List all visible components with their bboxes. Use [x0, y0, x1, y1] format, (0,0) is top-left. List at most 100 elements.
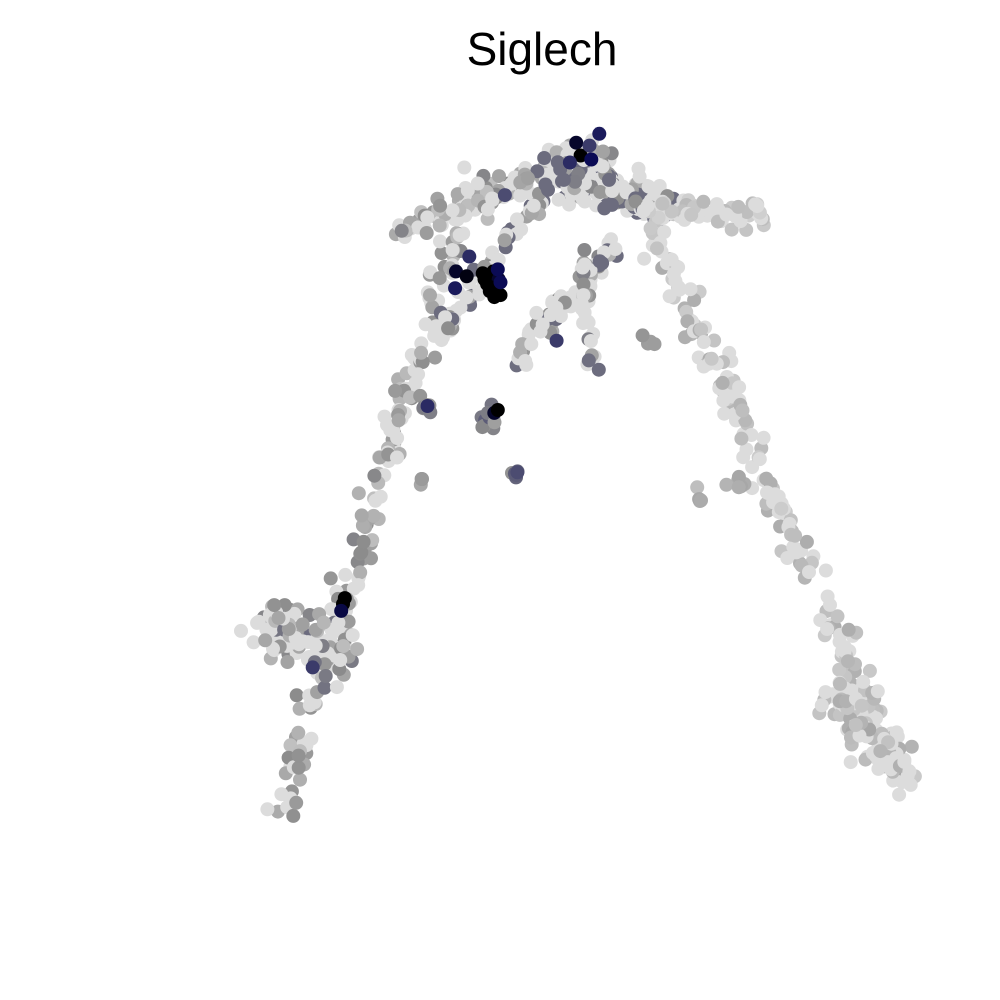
scatter-point [441, 321, 456, 336]
scatter-point [696, 194, 711, 209]
scatter-point [367, 468, 382, 483]
scatter-point [680, 314, 695, 329]
high-expression-point [490, 403, 505, 417]
scatter-point [295, 617, 310, 632]
scatter-point [802, 565, 816, 580]
scatter-point [789, 545, 804, 560]
scatter-point [662, 289, 677, 304]
scatter-point [291, 725, 306, 740]
scatter-point [414, 472, 429, 486]
scatter-point [434, 246, 449, 261]
scatter-point [336, 639, 351, 654]
scatter-point [862, 663, 877, 678]
scatter-point [354, 508, 369, 523]
scatter-points [234, 126, 922, 823]
scatter-point [628, 194, 643, 209]
scatter-point [445, 203, 460, 218]
scatter-point [820, 622, 835, 636]
scatter-point [338, 567, 353, 582]
scatter-point [870, 684, 885, 699]
scatter-point [871, 761, 886, 776]
scatter-point [317, 680, 332, 695]
scatter-point [636, 203, 651, 218]
scatter-point [591, 362, 606, 377]
high-expression-point [459, 269, 474, 284]
high-expression-point [487, 290, 502, 305]
scatter-point [519, 357, 534, 372]
scatter-point [475, 420, 490, 435]
scatter-point [902, 764, 917, 779]
scatter-point [736, 450, 751, 465]
scatter-point [856, 674, 871, 689]
high-expression-point [448, 281, 463, 296]
scatter-point [694, 322, 709, 337]
scatter-point [281, 622, 296, 636]
scatter-point [289, 795, 304, 810]
scatter-point [333, 653, 348, 667]
scatter-point [577, 194, 592, 209]
scatter-point [635, 328, 650, 343]
scatter-point [873, 744, 888, 759]
scatter-point [602, 172, 616, 187]
scatter-point [260, 802, 275, 817]
scatter-point [497, 233, 512, 248]
scatter-point [258, 633, 273, 648]
scatter-point [814, 698, 829, 713]
scatter-point [432, 271, 447, 286]
scatter-point [246, 635, 261, 650]
scatter-point [318, 669, 333, 683]
scatter-point [524, 337, 539, 352]
scatter-point [472, 287, 487, 302]
scatter-point [717, 406, 732, 421]
scatter-point [799, 534, 814, 549]
high-expression-point [592, 126, 607, 141]
scatter-point [657, 225, 672, 239]
high-expression-point [510, 465, 525, 480]
scatter-point [774, 501, 789, 516]
high-expression-point [490, 262, 505, 277]
high-expression-point [420, 399, 435, 413]
scatter-point [832, 662, 847, 677]
scatter-point [291, 760, 306, 775]
scatter-point [583, 334, 598, 348]
scatter-point [485, 191, 500, 206]
chart-title: Siglech [466, 23, 618, 75]
scatter-point [724, 222, 739, 237]
scatter-point [596, 144, 610, 159]
scatter-point [356, 534, 371, 549]
scatter-point [696, 335, 711, 349]
scatter-point [433, 198, 448, 213]
scatter-point [852, 728, 867, 743]
scatter-point [592, 254, 607, 269]
scatter-point [551, 192, 566, 207]
scatter-point [577, 243, 592, 257]
scatter-point [854, 698, 869, 713]
high-expression-point [569, 135, 584, 150]
scatter-point [684, 207, 699, 222]
scatter-point [892, 787, 907, 802]
scatter-point [752, 452, 767, 467]
scatter-point [841, 622, 856, 637]
scatter-point [756, 430, 771, 445]
scatter-point [308, 638, 323, 653]
scatter-point [234, 623, 248, 638]
scatter-point [538, 177, 553, 192]
scatter-point [394, 223, 409, 238]
scatter-point [818, 685, 833, 700]
scatter-point [316, 615, 331, 630]
scatter-point [731, 199, 746, 214]
scatter-point [833, 676, 847, 691]
scatter-point [715, 375, 730, 390]
scatter-point [286, 808, 301, 823]
scatter-point [694, 493, 708, 508]
scatter-point [513, 188, 528, 203]
scatter-point [843, 755, 858, 770]
scatter-point [470, 176, 485, 191]
scatter-point [480, 202, 495, 217]
scatter-point [608, 242, 623, 256]
scatter-point [419, 226, 434, 240]
scatter-point [655, 196, 670, 211]
scatter-point [445, 243, 460, 257]
scatter-point [731, 480, 746, 495]
scatter-point [280, 655, 295, 669]
